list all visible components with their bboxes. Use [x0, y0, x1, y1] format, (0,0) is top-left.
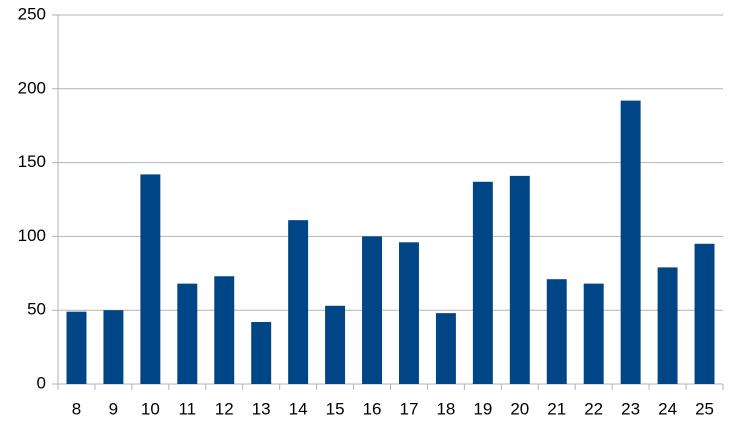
- x-tick-label: 24: [658, 399, 677, 418]
- bar: [694, 243, 715, 384]
- y-tick-label: 200: [18, 78, 46, 97]
- x-tick-label: 9: [109, 399, 118, 418]
- x-tick-label: 18: [436, 399, 455, 418]
- x-tick-label: 19: [473, 399, 492, 418]
- x-tick-label: 10: [141, 399, 160, 418]
- bar: [509, 175, 530, 384]
- bar: [214, 276, 235, 384]
- bar: [398, 242, 419, 384]
- x-tick-label: 23: [621, 399, 640, 418]
- y-tick-label: 0: [37, 373, 46, 392]
- x-tick-label: 14: [289, 399, 308, 418]
- bar: [66, 311, 87, 384]
- bar: [546, 279, 567, 384]
- x-tick-label: 16: [363, 399, 382, 418]
- x-tick-label: 13: [252, 399, 271, 418]
- x-tick-label: 12: [215, 399, 234, 418]
- bar: [435, 313, 456, 384]
- bar: [620, 100, 641, 384]
- x-tick-label: 8: [72, 399, 81, 418]
- bar: [657, 267, 678, 384]
- x-tick-label: 25: [695, 399, 714, 418]
- x-tick-label: 17: [400, 399, 419, 418]
- bar: [472, 181, 493, 384]
- x-tick-label: 11: [178, 399, 196, 418]
- x-tick-label: 20: [510, 399, 529, 418]
- x-tick-label: 21: [547, 399, 566, 418]
- x-tick-label: 22: [584, 399, 603, 418]
- y-tick-label: 150: [18, 152, 46, 171]
- y-tick-label: 50: [27, 300, 46, 319]
- y-tick-label: 100: [18, 226, 46, 245]
- bar: [177, 283, 198, 384]
- bar: [288, 220, 309, 384]
- bar: [362, 236, 383, 384]
- bar: [103, 310, 124, 384]
- bar: [140, 174, 161, 384]
- bar: [325, 305, 346, 384]
- bar: [583, 283, 604, 384]
- x-tick-label: 15: [326, 399, 345, 418]
- bar: [251, 322, 272, 384]
- y-tick-label: 250: [18, 4, 46, 23]
